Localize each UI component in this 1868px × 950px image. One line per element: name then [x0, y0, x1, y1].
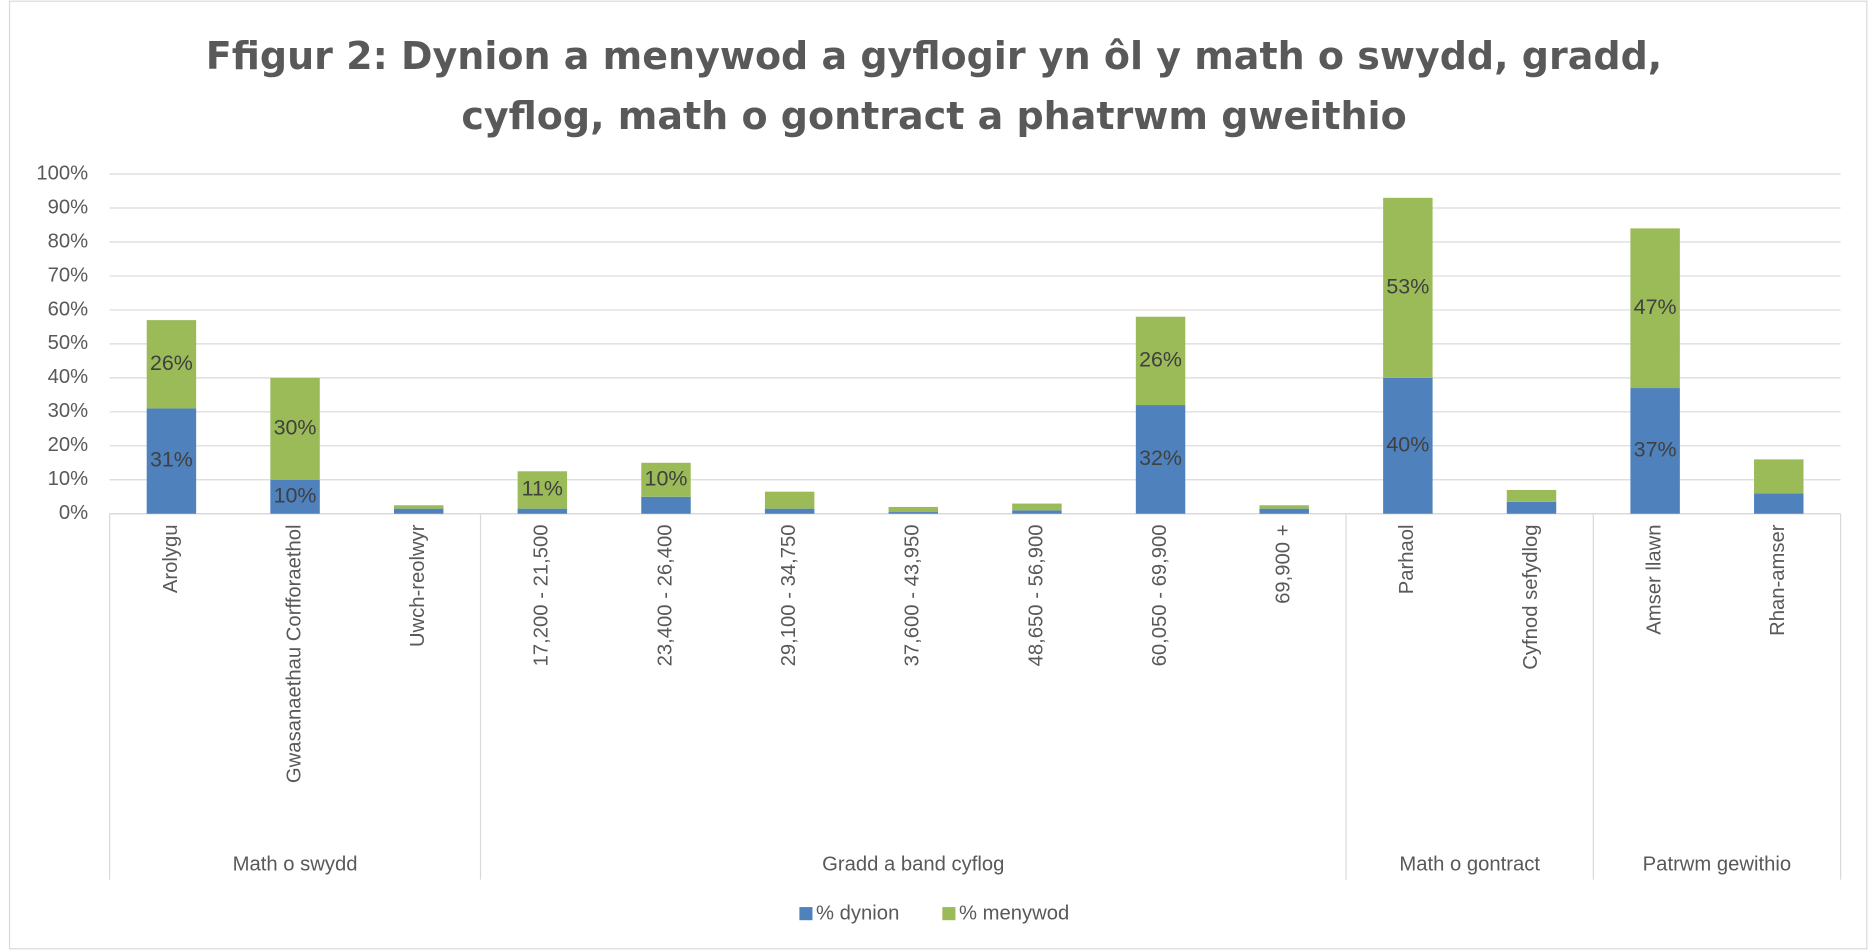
bar-segment — [1383, 377, 1433, 514]
data-label: 40% — [1386, 432, 1429, 456]
y-tick-label: 90% — [48, 196, 89, 218]
data-label: 10% — [274, 483, 317, 507]
bar-segment — [1506, 489, 1557, 502]
data-label: 30% — [274, 415, 317, 439]
chart-border — [8, 0, 1868, 950]
data-label: 32% — [1139, 446, 1182, 470]
y-tick-label: 70% — [48, 264, 89, 286]
bar-segment — [888, 506, 939, 513]
group-label: Math o gontract — [1399, 854, 1540, 876]
x-tick-label: 69,900 + — [1273, 524, 1295, 603]
bar-segment — [1259, 505, 1309, 509]
bar-segment — [146, 320, 197, 409]
bar-segment — [1135, 316, 1186, 406]
x-tick-label: 23,400 - 26,400 — [654, 524, 676, 666]
y-tick-label: 10% — [48, 468, 89, 490]
x-tick-label: 29,100 - 34,750 — [778, 524, 800, 666]
x-tick-label: Rhan-amser — [1767, 524, 1789, 636]
y-tick-label: 100% — [36, 162, 88, 184]
chart-title: Ffigur 2: Dynion a menywod a gyflogir yn… — [205, 34, 1663, 138]
bar-segment — [764, 491, 815, 509]
bar-segment — [517, 508, 568, 514]
group-label: Gradd a band cyflog — [822, 854, 1004, 876]
bar-segment — [270, 479, 320, 514]
x-tick-label: Gwasanaethau Corfforaethol — [283, 524, 305, 783]
bar-segment — [641, 462, 691, 497]
bar-segment — [146, 408, 197, 514]
bar-segment — [1012, 503, 1062, 511]
x-tick-label: 37,600 - 43,950 — [902, 524, 924, 666]
y-tick-label: 30% — [48, 400, 89, 422]
data-label: 31% — [150, 448, 193, 472]
data-label: 11% — [522, 477, 563, 501]
x-tick-label: 60,050 - 69,900 — [1149, 524, 1171, 666]
x-tick-label: Parhaol — [1396, 524, 1418, 594]
bar-segment — [1259, 508, 1309, 514]
bar-segment — [1630, 228, 1680, 389]
legend-label: % dynion — [816, 903, 899, 925]
y-tick-label: 0% — [59, 502, 88, 524]
data-label: 10% — [645, 466, 688, 490]
data-label: 47% — [1634, 295, 1677, 319]
y-tick-label: 80% — [48, 230, 89, 252]
y-tick-label: 20% — [48, 434, 89, 456]
bar-segment — [517, 471, 568, 509]
data-label: 37% — [1634, 438, 1677, 462]
bar-segment — [1383, 197, 1433, 378]
y-tick-label: 60% — [48, 298, 89, 320]
bar-segment — [641, 496, 691, 514]
bar-segment — [1012, 510, 1062, 514]
y-tick-label: 50% — [48, 332, 89, 354]
bar-segment — [1135, 405, 1186, 514]
y-tick-label: 40% — [48, 366, 89, 388]
x-tick-label: Arolygu — [160, 524, 182, 593]
legend-label: % menywod — [959, 903, 1069, 925]
legend-swatch — [799, 907, 813, 921]
bar-segment — [393, 508, 444, 514]
bar-segment — [1754, 493, 1804, 514]
x-tick-label: Cyfnod sefydlog — [1520, 524, 1542, 669]
x-tick-label: 48,650 - 56,900 — [1025, 524, 1047, 666]
bar-segment — [888, 512, 939, 514]
x-tick-label: Amser llawn — [1643, 524, 1665, 634]
x-tick-label: Uwch-reolwyr — [407, 524, 429, 647]
bar-segment — [764, 508, 815, 514]
bar-segment — [1754, 459, 1804, 494]
group-label: Patrwm gewithio — [1643, 854, 1792, 876]
bar-segment — [1506, 501, 1557, 514]
x-tick-label: 17,200 - 21,500 — [531, 524, 553, 666]
bar-segment — [393, 505, 444, 509]
data-label: 53% — [1386, 274, 1429, 298]
group-label: Math o swydd — [233, 854, 358, 876]
legend-swatch — [942, 907, 956, 921]
bar-segment — [270, 377, 320, 480]
data-label: 26% — [1139, 348, 1182, 372]
bar-segment — [1630, 388, 1680, 514]
data-label: 26% — [150, 351, 193, 375]
